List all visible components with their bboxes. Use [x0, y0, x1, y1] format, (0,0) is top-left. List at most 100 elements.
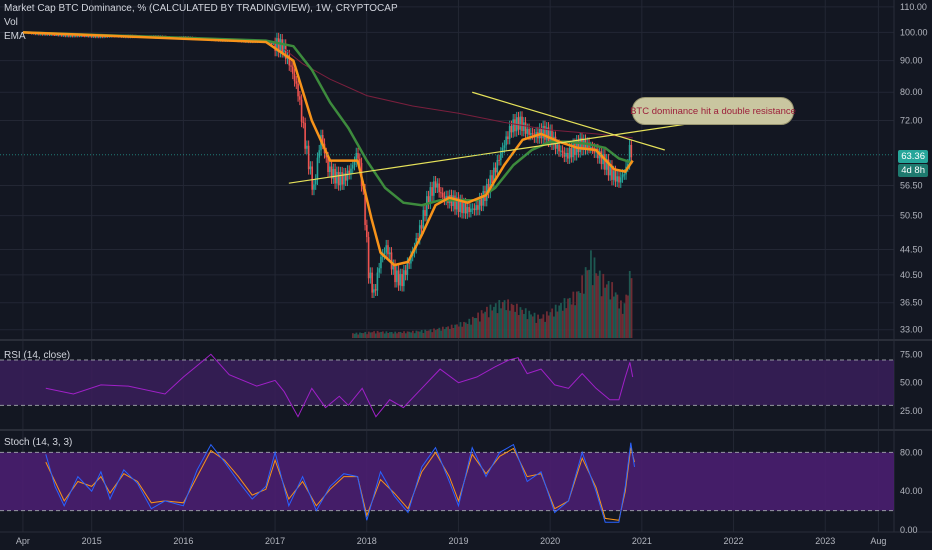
candle-body [556, 144, 559, 149]
volume-bar [494, 303, 497, 338]
candle-body [417, 238, 419, 240]
candle-body [440, 192, 442, 194]
candle-body [434, 181, 437, 188]
candle-body [611, 165, 613, 180]
x-tick-label: 2015 [82, 536, 102, 546]
candle-body [348, 170, 351, 175]
candle-body [378, 268, 380, 273]
stoch-band [0, 452, 894, 511]
volume-bars [352, 250, 633, 338]
x-tick-label: 2023 [815, 536, 835, 546]
volume-bar [568, 297, 571, 338]
candle-body [336, 171, 338, 184]
volume-bar [367, 331, 370, 338]
volume-bar [478, 321, 481, 338]
candle-body [477, 205, 479, 210]
volume-bar [448, 328, 451, 338]
candle-body [270, 42, 273, 45]
candle-body [549, 129, 552, 142]
candle-body [394, 264, 396, 283]
volume-bar [544, 321, 547, 338]
volume-bar [362, 333, 365, 338]
volume-bar [454, 324, 457, 338]
candle-body [526, 128, 529, 134]
candle-body [574, 143, 576, 156]
volume-bar [510, 303, 513, 338]
candle-body [503, 145, 506, 148]
volume-bar [373, 331, 375, 338]
volume-bar [597, 275, 599, 338]
candle-body [76, 35, 79, 37]
volume-bar [526, 319, 529, 338]
volume-bar [452, 327, 455, 338]
candle-body [276, 38, 278, 51]
volume-bar [353, 333, 356, 338]
candle-body [355, 153, 358, 162]
candle-body [547, 127, 550, 142]
candle-body [427, 196, 430, 204]
volume-bar [558, 305, 561, 338]
volume-bar [491, 310, 494, 338]
volume-bar [607, 280, 610, 338]
candle-body [544, 125, 546, 140]
candle-body [487, 184, 490, 193]
countdown-label: 4d 8h [898, 164, 928, 177]
candle-body [478, 198, 481, 210]
annotation-callout[interactable]: BTC dominance hit a double resistance [630, 97, 796, 125]
candle-body [568, 148, 571, 159]
stoch-tick-label: 0.00 [900, 525, 918, 535]
volume-bar [604, 287, 606, 338]
candle-body [62, 34, 65, 37]
volume-bar [609, 299, 612, 338]
volume-bar [371, 332, 374, 338]
candle-body [528, 128, 530, 135]
candle-body [284, 44, 287, 59]
volume-bar [424, 329, 427, 338]
volume-bar [473, 318, 476, 338]
volume-bar [523, 313, 525, 338]
volume-bar [563, 298, 566, 338]
volume-bar [584, 267, 587, 338]
candle-body [498, 159, 500, 161]
candle-body [304, 122, 306, 149]
volume-bar [468, 318, 471, 338]
candle-body [517, 117, 520, 130]
candle-body [489, 175, 492, 193]
volume-bar [598, 270, 601, 338]
volume-bar [611, 282, 614, 338]
chart-title: Market Cap BTC Dominance, % (CALCULATED … [4, 3, 398, 14]
stoch-tick-label: 80.00 [900, 447, 923, 457]
candle-body [468, 207, 470, 213]
volume-bar [369, 332, 372, 338]
volume-bar [396, 333, 398, 338]
volume-bar [507, 299, 509, 338]
candle-body [429, 187, 432, 204]
candle-body [494, 167, 497, 173]
volume-bar [621, 313, 624, 338]
volume-bar [403, 331, 405, 338]
volume-bar [445, 327, 448, 338]
candle-body [403, 270, 405, 287]
volume-bar [408, 331, 411, 338]
volume-bar [595, 273, 598, 338]
candle-body [551, 129, 553, 145]
y-tick-label: 40.50 [900, 270, 923, 280]
candle-body [288, 55, 291, 66]
grid-lines [0, 0, 894, 532]
stoch-tick-label: 40.00 [900, 486, 923, 496]
candle-body [561, 150, 564, 153]
candle-body [609, 165, 611, 176]
candle-body [59, 34, 61, 36]
volume-bar [352, 333, 354, 338]
volume-bar [567, 298, 569, 338]
volume-bar [401, 333, 404, 338]
candle-body [69, 34, 72, 37]
volume-bar [464, 322, 467, 338]
candle-body [318, 150, 321, 158]
candle-body [351, 164, 354, 169]
candle-body [396, 270, 398, 283]
candle-body [570, 148, 573, 158]
candle-body [438, 183, 440, 193]
candle-body [628, 144, 631, 165]
